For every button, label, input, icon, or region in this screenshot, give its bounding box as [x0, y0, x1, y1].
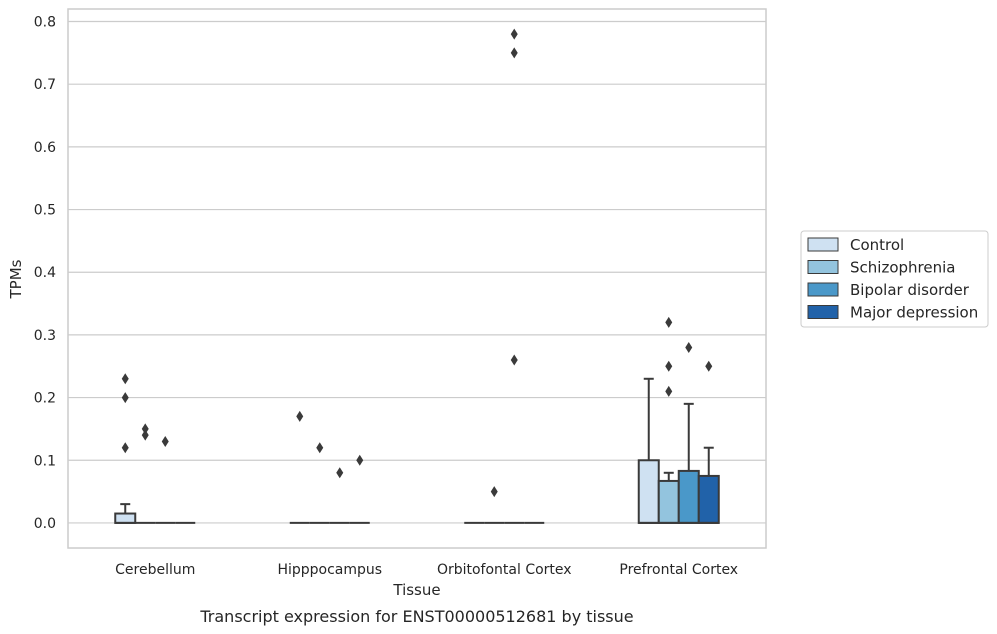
outlier-point	[296, 410, 304, 422]
outlier-point	[356, 454, 364, 466]
box-bipolar-disorder	[155, 435, 176, 524]
box-schizophrenia	[657, 316, 680, 524]
outlier-point	[665, 316, 673, 328]
outlier-point	[510, 354, 518, 366]
box-body	[637, 459, 660, 524]
outlier-point	[665, 360, 673, 372]
box-major-depression	[349, 454, 370, 524]
y-tick-label: 0.1	[34, 453, 56, 469]
plot-frame	[67, 8, 767, 549]
outlier-point	[685, 341, 693, 353]
box-control	[637, 377, 660, 524]
y-tick-label: 0.5	[34, 203, 56, 219]
outlier-point	[490, 486, 498, 498]
outlier-point	[665, 385, 673, 397]
outlier-point	[161, 435, 169, 447]
x-tick-label: Cerebellum	[115, 562, 195, 578]
outlier-point	[510, 28, 518, 40]
outlier-point	[141, 423, 149, 435]
legend-swatch	[807, 282, 839, 297]
legend-frame	[800, 230, 989, 328]
y-tick-label: 0.7	[34, 77, 56, 93]
outlier-point	[336, 467, 344, 479]
x-tick-labels: Cerebellum Hipppocampus Orbitofontal Corte…	[115, 562, 738, 578]
legend-label: Control	[850, 236, 904, 254]
grid-lines	[68, 20, 766, 524]
outlier-point	[121, 392, 129, 404]
box-control	[114, 373, 137, 524]
legend-label: Bipolar disorder	[850, 281, 970, 299]
y-tick-label: 0.4	[34, 265, 56, 281]
legend-swatch	[807, 260, 839, 274]
box-body	[657, 479, 680, 524]
outlier-point	[121, 442, 129, 454]
y-tick-label: 0.8	[34, 15, 56, 31]
y-tick-label: 0.6	[34, 140, 56, 156]
legend-swatch	[807, 305, 839, 319]
x-tick-label: Orbitofontal Cortex	[437, 562, 572, 578]
outlier-point	[705, 360, 713, 372]
y-tick-label: 0.2	[34, 391, 56, 407]
box-body	[677, 469, 700, 524]
box-body	[697, 474, 720, 524]
outlier-point	[510, 47, 518, 59]
x-axis-label: Tissue	[392, 581, 440, 599]
box-bipolar-disorder	[677, 341, 700, 524]
legend-label: Schizophrenia	[850, 259, 955, 277]
legend-swatch	[807, 237, 839, 252]
box-schizophrenia	[309, 442, 330, 524]
x-tick-label: Prefrontal Cortex	[619, 562, 738, 578]
legend-label: Major depression	[850, 304, 978, 322]
y-axis-label: TPMs	[7, 259, 25, 299]
box-bipolar-disorder	[329, 467, 350, 524]
x-tick-label: Hipppocampus	[277, 562, 382, 578]
y-tick-label: 0.3	[34, 328, 56, 344]
outlier-point	[121, 373, 129, 385]
box-schizophrenia	[484, 486, 505, 524]
box-control	[289, 410, 310, 524]
box-layer	[114, 28, 720, 524]
outlier-point	[316, 442, 324, 454]
y-tick-label: 0.0	[34, 516, 56, 532]
figure-caption: Transcript expression for ENST0000051268…	[199, 607, 633, 626]
y-tick-labels: 0.0 0.1 0.2 0.3 0.4 0.5 0.6 0.7 0.8	[34, 15, 56, 532]
outlier-point	[141, 429, 149, 441]
box-body	[114, 512, 137, 524]
legend: Control Schizophrenia Bipolar disorder Majo…	[800, 230, 989, 328]
box-major-depression	[697, 360, 720, 524]
box-schizophrenia	[135, 423, 156, 524]
box-bipolar-disorder	[504, 28, 525, 524]
